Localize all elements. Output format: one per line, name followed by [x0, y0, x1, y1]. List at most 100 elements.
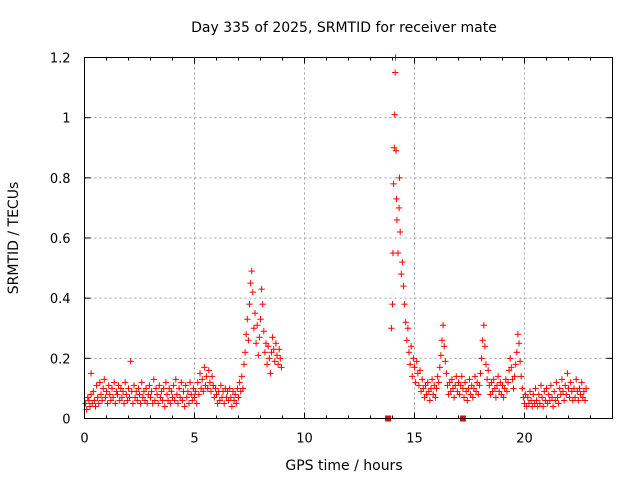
data-point — [106, 391, 113, 398]
data-point — [391, 69, 399, 76]
data-point — [239, 385, 247, 392]
data-point — [402, 319, 409, 326]
data-point — [410, 355, 417, 362]
data-point — [111, 379, 118, 386]
grid-layer — [84, 57, 613, 419]
data-point — [148, 388, 155, 395]
data-point — [160, 385, 167, 392]
data-point — [256, 334, 263, 341]
data-point — [114, 391, 121, 398]
y-tick-label: 1 — [62, 112, 70, 127]
data-point — [120, 400, 128, 407]
data-point — [102, 394, 109, 401]
data-point — [578, 379, 585, 386]
data-point — [419, 376, 426, 383]
data-point — [108, 385, 116, 392]
data-point — [161, 403, 168, 410]
data-point — [150, 376, 157, 383]
data-point — [513, 349, 520, 356]
data-point — [240, 361, 248, 368]
data-point — [581, 397, 589, 404]
data-point — [203, 373, 210, 380]
data-point — [416, 367, 424, 374]
data-point — [464, 397, 471, 404]
data-point — [515, 340, 523, 347]
data-point — [155, 400, 162, 407]
data-point — [235, 394, 242, 401]
data-point — [404, 325, 412, 332]
data-point — [452, 382, 459, 389]
data-point — [126, 394, 133, 401]
data-point — [195, 391, 203, 398]
data-point — [192, 388, 199, 395]
data-point — [97, 391, 105, 398]
data-point — [95, 400, 102, 407]
data-point — [276, 346, 283, 353]
data-point — [271, 358, 278, 365]
data-point — [137, 400, 144, 407]
data-point — [560, 397, 568, 404]
data-point — [576, 385, 583, 392]
data-point — [485, 367, 492, 374]
data-point — [252, 340, 260, 347]
data-point — [406, 361, 414, 368]
data-point — [174, 400, 182, 407]
data-point — [146, 382, 153, 389]
data-point — [465, 385, 472, 392]
data-point — [186, 379, 194, 386]
data-point — [205, 367, 212, 374]
data-point — [547, 382, 555, 389]
data-point — [427, 385, 435, 392]
data-point — [480, 322, 487, 329]
data-point — [212, 385, 219, 392]
data-point — [533, 397, 540, 404]
data-point — [175, 385, 183, 392]
data-point — [233, 400, 240, 407]
data-point — [514, 331, 522, 338]
data-point — [401, 300, 408, 308]
data-point — [127, 358, 134, 365]
data-point — [426, 397, 434, 404]
data-point — [571, 394, 579, 401]
data-point — [390, 180, 397, 188]
data-point — [475, 391, 482, 398]
data-point — [122, 379, 129, 386]
data-point — [494, 373, 502, 380]
data-point — [553, 379, 560, 386]
y-tick-label: 0.8 — [50, 172, 71, 187]
data-point — [396, 174, 403, 182]
x-tick-label: 5 — [190, 432, 198, 447]
axis-ticks: 0 0.2 0.4 0.6 0.8 1 1.2 0 5 10 15 20 — [50, 52, 613, 447]
data-points — [82, 54, 590, 422]
data-point — [185, 400, 193, 407]
data-point — [207, 388, 215, 395]
data-point — [254, 322, 261, 329]
data-point — [217, 382, 225, 389]
data-point — [428, 376, 436, 383]
data-point — [492, 394, 500, 401]
data-point — [118, 394, 126, 401]
data-point — [123, 391, 130, 398]
data-point — [92, 403, 99, 410]
data-point — [532, 385, 539, 392]
data-point — [183, 394, 190, 401]
data-point — [167, 400, 174, 407]
data-point — [152, 385, 160, 392]
data-point — [516, 358, 524, 365]
data-point — [194, 379, 201, 386]
x-axis-title: GPS time / hours — [285, 458, 402, 474]
data-point — [151, 397, 159, 404]
data-point — [567, 379, 574, 386]
data-point — [432, 394, 439, 401]
data-point — [130, 382, 138, 389]
x-tick-label: 10 — [296, 432, 313, 447]
data-point — [437, 352, 445, 359]
data-point — [168, 388, 175, 395]
data-point — [270, 346, 277, 353]
data-point — [408, 343, 415, 350]
data-point — [181, 403, 188, 410]
data-point — [398, 270, 405, 278]
data-point — [393, 195, 400, 203]
data-point — [566, 394, 573, 401]
data-point — [540, 403, 547, 410]
